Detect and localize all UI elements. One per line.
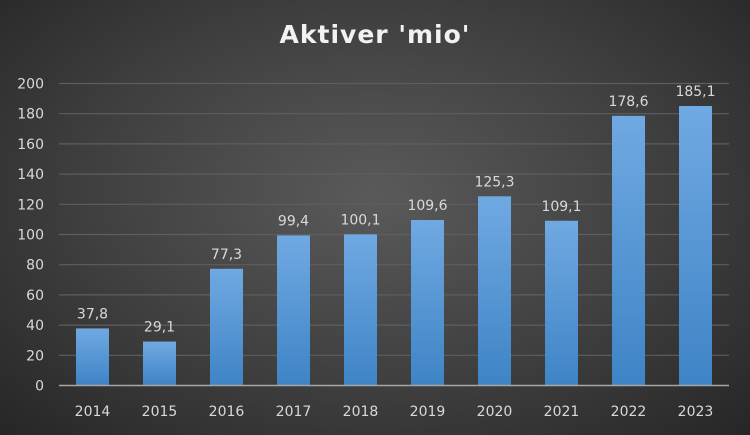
x-tick-label: 2020 — [477, 404, 513, 420]
bar-2020 — [478, 196, 511, 386]
x-tick-label: 2022 — [611, 404, 647, 420]
x-tick-label: 2021 — [544, 404, 580, 420]
x-tick-label: 2023 — [678, 404, 714, 420]
data-label: 100,1 — [340, 212, 380, 228]
y-tick-label: 200 — [17, 77, 44, 93]
bar-2022 — [612, 115, 645, 386]
y-tick-label: 60 — [26, 288, 44, 304]
x-tick-label: 2019 — [410, 404, 446, 420]
data-label: 109,1 — [541, 199, 581, 215]
data-label: 185,1 — [675, 84, 715, 100]
bar-2015 — [143, 341, 176, 386]
bar-2017 — [277, 235, 310, 386]
y-tick-label: 40 — [26, 318, 44, 334]
y-tick-label: 120 — [17, 197, 44, 213]
x-tick-label: 2014 — [75, 404, 111, 420]
y-tick-label: 180 — [17, 107, 44, 123]
data-label: 37,8 — [77, 306, 108, 322]
y-tick-label: 20 — [26, 348, 44, 364]
x-tick-label: 2018 — [343, 404, 379, 420]
y-tick-label: 0 — [35, 379, 44, 395]
y-tick-label: 160 — [17, 137, 44, 153]
data-label: 125,3 — [474, 174, 514, 190]
data-label: 99,4 — [278, 213, 309, 229]
bar-2014 — [76, 328, 109, 386]
data-label: 178,6 — [608, 94, 648, 110]
y-tick-label: 100 — [17, 228, 44, 244]
x-tick-label: 2017 — [276, 404, 312, 420]
y-tick-label: 80 — [26, 258, 44, 274]
bar-2023 — [679, 105, 712, 386]
y-tick-label: 140 — [17, 167, 44, 183]
x-tick-label: 2016 — [209, 404, 245, 420]
bar-2021 — [545, 220, 578, 386]
bar-2018 — [344, 234, 377, 386]
bar-2019 — [411, 220, 444, 386]
chart-title: Aktiver 'mio' — [279, 20, 471, 49]
data-label: 77,3 — [211, 247, 242, 263]
data-label: 29,1 — [144, 320, 175, 336]
x-tick-label: 2015 — [142, 404, 178, 420]
data-label: 109,6 — [407, 198, 447, 214]
bar-2016 — [210, 268, 243, 386]
